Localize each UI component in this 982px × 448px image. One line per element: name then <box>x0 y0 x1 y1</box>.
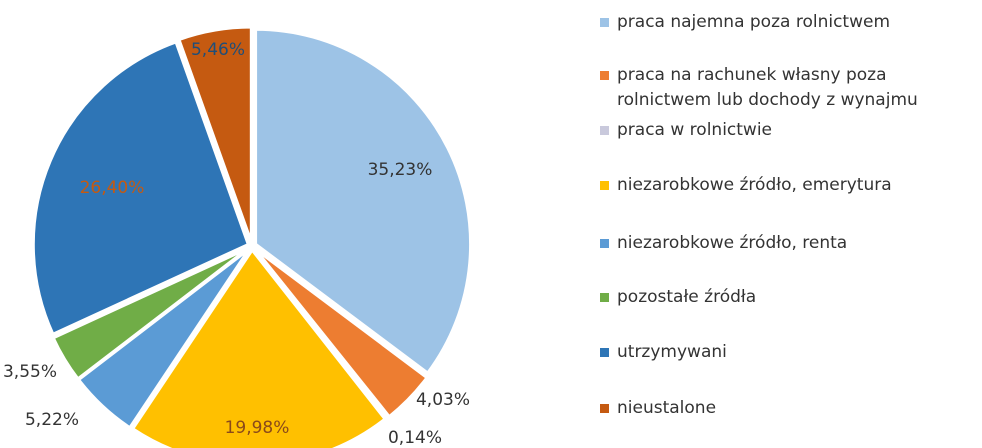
legend-label: nieustalone <box>617 398 717 418</box>
data-label: 19,98% <box>225 418 290 438</box>
data-label: 5,46% <box>191 40 245 60</box>
legend-item: niezarobkowe źródło, renta <box>600 231 940 256</box>
legend-item: praca na rachunek własny poza rolnictwem… <box>600 63 940 113</box>
legend-swatch <box>600 71 609 80</box>
data-label: 35,23% <box>368 160 433 180</box>
legend-item: nieustalone <box>600 396 940 421</box>
legend-item: niezarobkowe źródło, emerytura <box>600 173 940 198</box>
legend-label: praca najemna poza rolnictwem <box>617 12 891 32</box>
legend-swatch <box>600 181 609 190</box>
legend-swatch <box>600 18 609 27</box>
pie-slice <box>253 248 391 421</box>
data-label: 26,40% <box>80 178 145 198</box>
data-label: 0,14% <box>388 428 442 448</box>
legend-item: utrzymywani <box>600 340 940 365</box>
legend-swatch <box>600 348 609 357</box>
data-label: 5,22% <box>25 410 79 430</box>
legend-swatch <box>600 293 609 302</box>
legend-label: praca w rolnictwie <box>617 120 773 140</box>
legend-item: pozostałe źródła <box>600 285 940 310</box>
data-label: 4,03% <box>416 390 470 410</box>
legend-swatch <box>600 404 609 413</box>
legend-label: pozostałe źródła <box>617 287 757 307</box>
data-label: 3,55% <box>3 362 57 382</box>
pie-slice <box>51 246 250 381</box>
pie-slice <box>130 247 388 448</box>
legend-item: praca najemna poza rolnictwem <box>600 10 940 35</box>
pie-slice <box>177 25 253 243</box>
pie-slice <box>254 27 473 376</box>
pie-slice <box>31 40 251 337</box>
legend-swatch <box>600 239 609 248</box>
legend-label: praca na rachunek własny poza rolnictwem… <box>617 65 918 110</box>
legend-label: niezarobkowe źródło, emerytura <box>617 175 892 195</box>
legend-label: niezarobkowe źródło, renta <box>617 233 848 253</box>
legend-item: praca w rolnictwie <box>600 118 940 143</box>
legend-label: utrzymywani <box>617 342 727 362</box>
legend-swatch <box>600 126 609 135</box>
